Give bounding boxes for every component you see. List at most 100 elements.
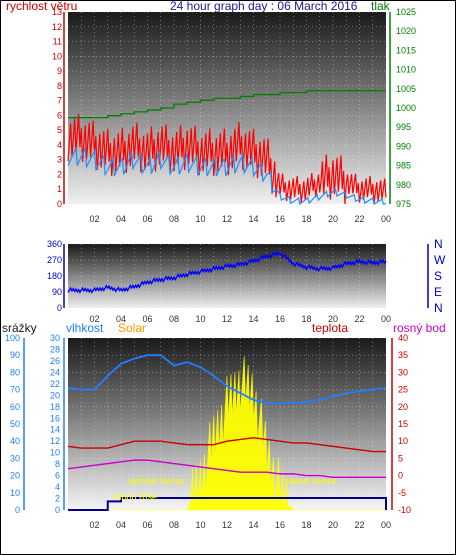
x-tick-label: 04 (116, 314, 126, 324)
x-tick-label: 22 (354, 520, 364, 530)
humidity-tick-label: 8 (55, 459, 60, 469)
humidity-axis-title: vlhkost (66, 321, 104, 335)
compass-tick-label: N (434, 301, 443, 315)
solar-area (68, 356, 386, 511)
x-tick-label: 00 (381, 520, 391, 530)
x-tick-label: 18 (301, 520, 311, 530)
temperature-tick-label: -10 (398, 505, 411, 515)
x-tick-label: 04 (116, 520, 126, 530)
x-tick-label: 08 (169, 214, 179, 224)
solar-axis-title: Solar (118, 321, 146, 335)
temperature-axis-title: teplota (312, 321, 348, 335)
wind-tick-label: 8 (57, 81, 62, 91)
x-tick-label: 06 (142, 520, 152, 530)
temperature-tick-label: 40 (398, 333, 408, 343)
pressure-tick-label: 980 (396, 180, 411, 190)
rain-tick-label: 20 (10, 471, 20, 481)
temperature-tick-label: 10 (398, 436, 408, 446)
x-tick-label: 16 (275, 314, 285, 324)
rain-tick-label: 70 (10, 385, 20, 395)
wind-tick-label: 3 (57, 155, 62, 165)
pressure-tick-label: 1025 (396, 7, 416, 17)
temperature-tick-label: 35 (398, 350, 408, 360)
rain-tick-label: 100 (5, 333, 20, 343)
humidity-tick-label: 30 (50, 333, 60, 343)
wind-axis-title: rychlost větru (6, 0, 77, 13)
sunset-annotation: západ slunce (284, 476, 337, 486)
temperature-tick-label: 0 (398, 471, 403, 481)
rain-tick-label: 40 (10, 436, 20, 446)
x-tick-label: 16 (275, 520, 285, 530)
rain-axis-title: srážky (2, 321, 37, 335)
x-tick-label: 10 (195, 214, 205, 224)
wind-tick-label: 6 (57, 110, 62, 120)
rain-tick-label: 50 (10, 419, 20, 429)
wind-tick-label: 10 (52, 51, 62, 61)
x-tick-label: 08 (169, 314, 179, 324)
humidity-tick-label: 10 (50, 448, 60, 458)
x-tick-label: 20 (328, 314, 338, 324)
x-tick-label: 18 (301, 314, 311, 324)
humidity-tick-label: 24 (50, 367, 60, 377)
x-tick-label: 04 (116, 214, 126, 224)
rain-tick-label: 90 (10, 350, 20, 360)
wind-speed-line (67, 113, 387, 205)
x-tick-label: 00 (381, 214, 391, 224)
wind-tick-label: 5 (57, 125, 62, 135)
direction-tick-label: 180 (47, 271, 62, 281)
x-tick-label: 02 (89, 314, 99, 324)
x-tick-label: 06 (142, 214, 152, 224)
x-tick-label: 10 (195, 520, 205, 530)
temperature-tick-label: 30 (398, 367, 408, 377)
compass-tick-label: S (434, 269, 442, 283)
compass-tick-label: W (434, 253, 446, 267)
x-tick-label: 12 (222, 520, 232, 530)
wind-tick-label: 12 (52, 22, 62, 32)
x-tick-label: 06 (142, 314, 152, 324)
humidity-tick-label: 12 (50, 436, 60, 446)
x-tick-label: 14 (248, 314, 258, 324)
rain-tick-label: 60 (10, 402, 20, 412)
temperature-tick-label: -5 (398, 488, 406, 498)
temperature-tick-label: 25 (398, 385, 408, 395)
temperature-tick-label: 20 (398, 402, 408, 412)
x-tick-label: 02 (89, 214, 99, 224)
wind-gust-line (67, 146, 387, 206)
wind-tick-label: 11 (53, 37, 62, 47)
compass-tick-label: E (434, 285, 442, 299)
direction-tick-label: 90 (52, 287, 62, 297)
wind-tick-label: 0 (57, 199, 62, 209)
wind-tick-label: 7 (57, 96, 62, 106)
dewpoint-axis-title: rosný bod (393, 321, 446, 335)
pressure-tick-label: 995 (396, 122, 411, 132)
dewpoint-line (67, 459, 386, 479)
humidity-tick-label: 0 (55, 505, 60, 515)
compass-tick-label: N (434, 237, 443, 251)
pressure-axis-title: tlak (371, 0, 391, 13)
x-tick-label: 14 (248, 520, 258, 530)
humidity-tick-label: 2 (55, 494, 60, 504)
rain-tick-label: 80 (10, 367, 20, 377)
x-tick-label: 20 (328, 214, 338, 224)
pressure-line (68, 90, 386, 119)
humidity-tick-label: 26 (50, 356, 60, 366)
x-tick-label: 14 (248, 214, 258, 224)
direction-tick-label: 0 (57, 303, 62, 313)
humidity-tick-label: 22 (50, 379, 60, 389)
rain-tick-label: 0 (15, 505, 20, 515)
wind-direction-line (67, 250, 387, 294)
x-tick-label: 18 (301, 214, 311, 224)
x-tick-label: 22 (354, 214, 364, 224)
x-tick-label: 08 (169, 520, 179, 530)
pressure-tick-label: 990 (396, 141, 411, 151)
x-tick-label: 16 (275, 214, 285, 224)
temperature-line (67, 437, 386, 453)
wind-tick-label: 4 (57, 140, 62, 150)
rain-line (68, 496, 387, 511)
pressure-tick-label: 985 (396, 161, 411, 171)
x-tick-label: 00 (381, 314, 391, 324)
humidity-line (67, 354, 387, 405)
humidity-tick-label: 6 (55, 471, 60, 481)
